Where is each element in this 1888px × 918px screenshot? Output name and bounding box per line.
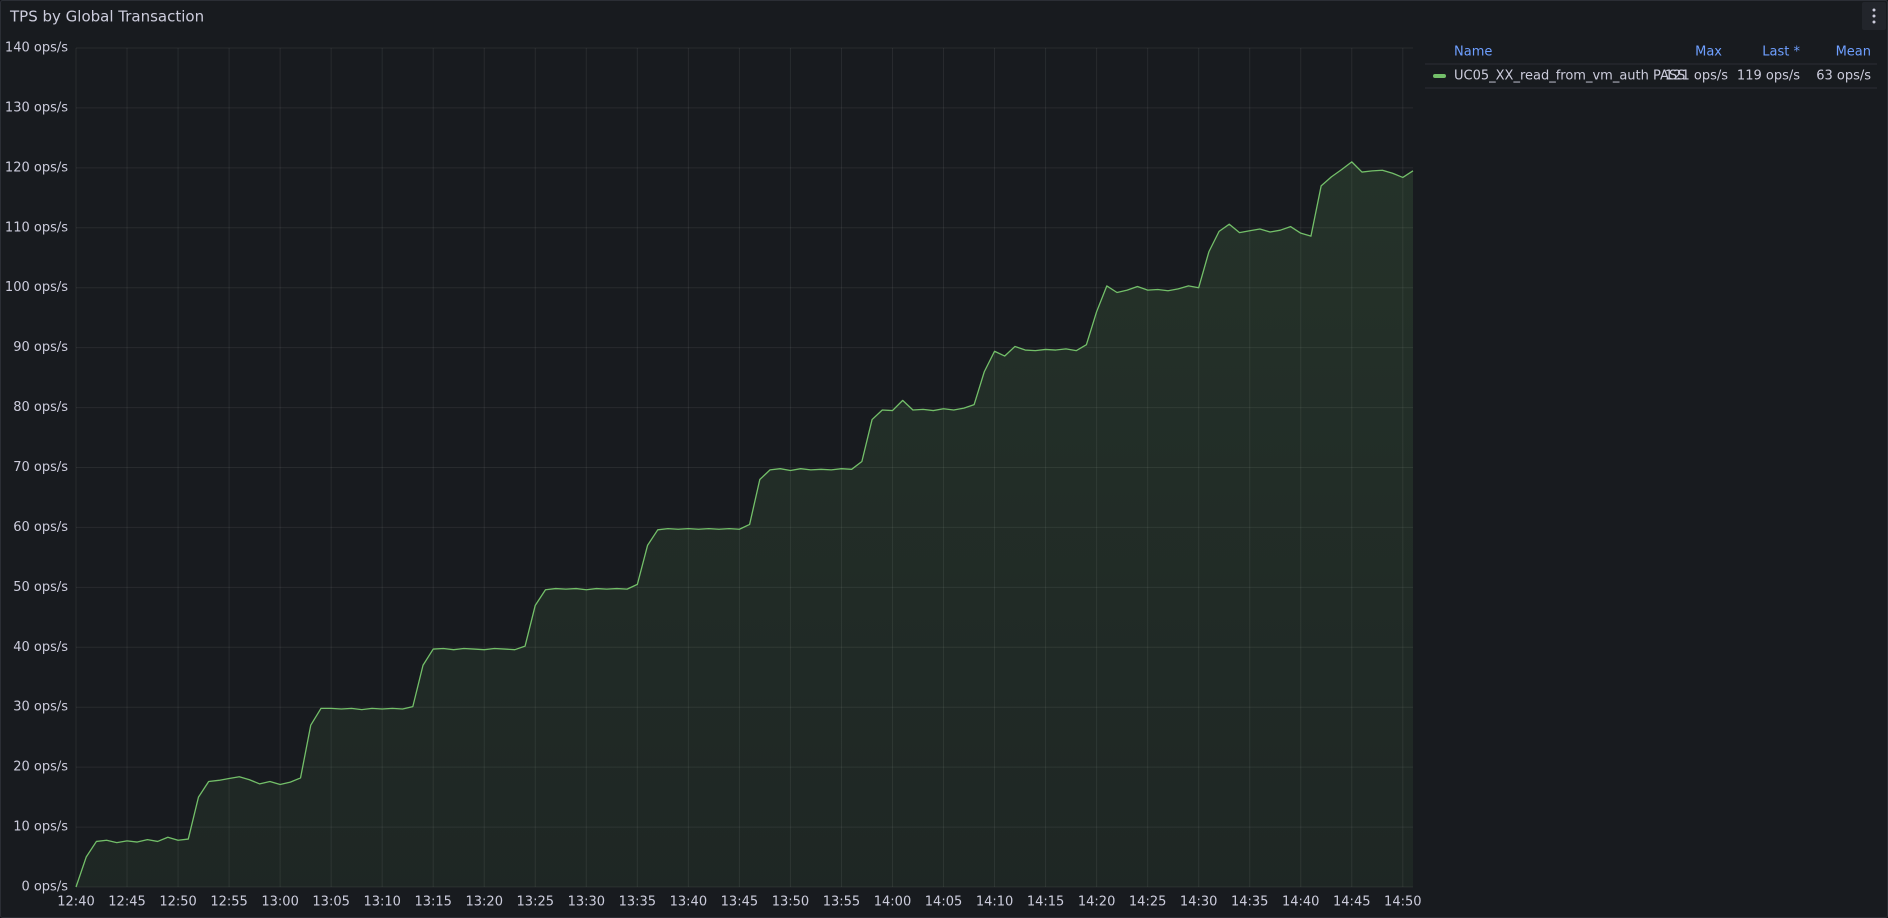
panel-menu[interactable] (1862, 2, 1886, 30)
legend-stat: 63 ops/s (1816, 69, 1871, 84)
x-tick-label: 13:55 (823, 895, 860, 910)
y-tick-label: 80 ops/s (13, 400, 68, 415)
x-tick-label: 14:45 (1333, 895, 1370, 910)
y-tick-label: 130 ops/s (5, 100, 68, 115)
x-tick-label: 14:25 (1129, 895, 1166, 910)
x-tick-label: 13:20 (466, 895, 503, 910)
x-tick-label: 14:20 (1078, 895, 1115, 910)
plot (75, 161, 1414, 888)
y-tick-label: 100 ops/s (5, 280, 68, 295)
x-tick-label: 13:40 (670, 895, 707, 910)
y-tick-label: 40 ops/s (13, 640, 68, 655)
x-tick-label: 14:15 (1027, 895, 1064, 910)
x-tick-label: 14:35 (1231, 895, 1268, 910)
x-tick-label: 12:40 (57, 895, 94, 910)
x-tick-label: 13:25 (517, 895, 554, 910)
x-tick-label: 14:05 (925, 895, 962, 910)
y-tick-label: 10 ops/s (13, 820, 68, 835)
x-tick-label: 13:10 (363, 895, 400, 910)
y-tick-label: 90 ops/s (13, 340, 68, 355)
x-tick-label: 14:50 (1384, 895, 1421, 910)
x-tick-label: 14:10 (976, 895, 1013, 910)
y-tick-label: 60 ops/s (13, 520, 68, 535)
legend-stat: 121 ops/s (1665, 69, 1728, 84)
y-tick-label: 0 ops/s (21, 880, 68, 895)
y-tick-label: 110 ops/s (5, 220, 68, 235)
legend-stat: 119 ops/s (1737, 69, 1800, 84)
x-tick-label: 13:50 (772, 895, 809, 910)
x-tick-label: 13:30 (568, 895, 605, 910)
x-tick-label: 13:35 (619, 895, 656, 910)
y-tick-label: 70 ops/s (13, 460, 68, 475)
x-tick-label: 12:50 (159, 895, 196, 910)
x-tick-label: 12:55 (210, 895, 247, 910)
y-tick-label: 30 ops/s (13, 700, 68, 715)
x-tick-label: 13:15 (414, 895, 451, 910)
x-tick-label: 13:45 (721, 895, 758, 910)
y-tick-label: 120 ops/s (5, 160, 68, 175)
legend-header[interactable]: Last * (1762, 45, 1800, 60)
series-line (75, 161, 1414, 888)
y-tick-label: 50 ops/s (13, 580, 68, 595)
legend-header[interactable]: Name (1454, 45, 1492, 60)
x-tick-label: 13:00 (261, 895, 298, 910)
x-tick-label: 14:40 (1282, 895, 1319, 910)
series-area (76, 161, 1413, 888)
x-tick-label: 14:30 (1180, 895, 1217, 910)
y-tick-label: 20 ops/s (13, 760, 68, 775)
x-tick-label: 13:05 (312, 895, 349, 910)
panel-title: TPS by Global Transaction (9, 8, 204, 26)
legend-header[interactable]: Max (1695, 45, 1722, 60)
x-tick-label: 14:00 (874, 895, 911, 910)
legend-entry[interactable]: UC05_XX_read_from_vm_auth PASS (1454, 69, 1685, 84)
legend-header[interactable]: Mean (1836, 45, 1871, 60)
x-tick-label: 12:45 (108, 895, 145, 910)
legend-swatch (1433, 74, 1446, 78)
y-tick-label: 140 ops/s (5, 41, 68, 56)
